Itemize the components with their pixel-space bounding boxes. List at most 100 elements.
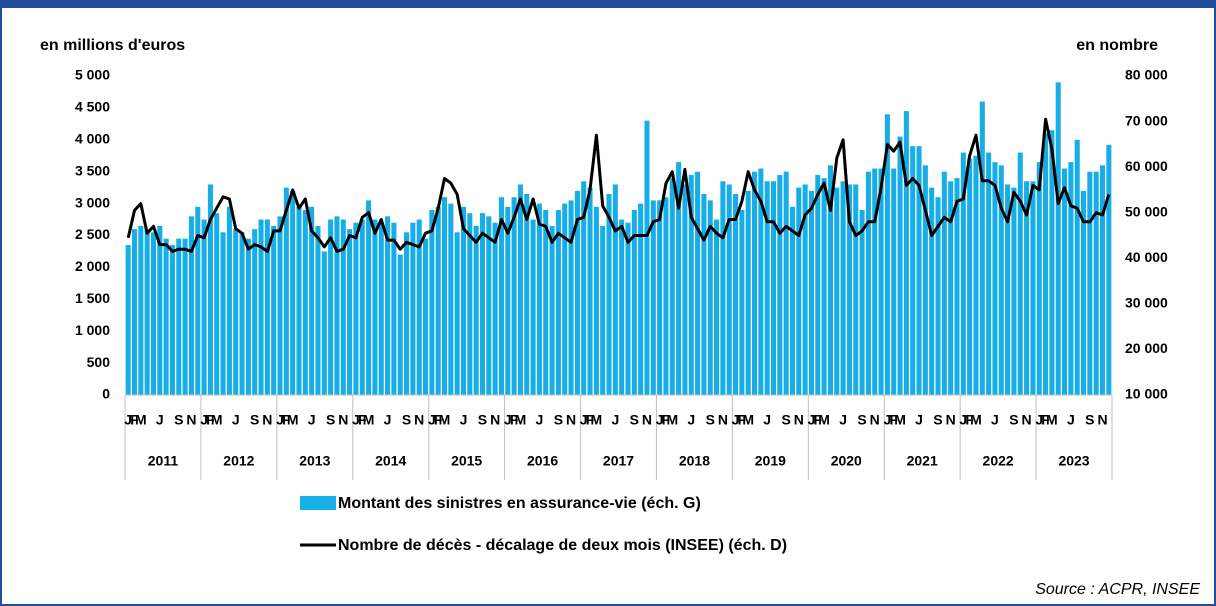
- x-tick-label: J: [232, 412, 240, 428]
- bar: [663, 197, 669, 395]
- bar: [960, 152, 966, 395]
- bar: [410, 222, 416, 395]
- bar: [511, 197, 517, 395]
- year-label: 2013: [299, 453, 330, 469]
- bar: [821, 178, 827, 395]
- bar: [884, 114, 890, 395]
- bar: [131, 229, 138, 395]
- year-label: 2022: [983, 453, 1014, 469]
- x-tick-label: J: [1067, 412, 1075, 428]
- x-tick-label: M: [211, 412, 223, 428]
- bar: [1024, 181, 1030, 395]
- bar: [714, 219, 720, 395]
- bar: [543, 209, 549, 395]
- bar: [979, 101, 985, 396]
- y-tick-label: 0: [102, 386, 110, 402]
- bar: [1080, 190, 1087, 395]
- year-label: 2020: [831, 453, 862, 469]
- bar: [593, 206, 599, 395]
- bar: [328, 219, 334, 395]
- bar: [758, 168, 764, 395]
- bar: [827, 165, 833, 395]
- y-tick-label: 3 000: [75, 194, 110, 210]
- bar: [872, 168, 878, 395]
- bar: [404, 232, 410, 395]
- bar: [606, 194, 612, 395]
- bar: [454, 232, 460, 395]
- x-tick-label: J: [200, 412, 208, 428]
- bar: [581, 181, 587, 395]
- bar: [638, 203, 644, 395]
- bar: [125, 245, 131, 395]
- x-tick-label: S: [250, 412, 259, 428]
- bar: [998, 165, 1004, 395]
- x-tick-label: F: [206, 412, 215, 428]
- bar: [777, 174, 783, 395]
- x-tick-label: N: [642, 412, 652, 428]
- y-tick-label: 4 000: [75, 131, 110, 147]
- bar: [492, 222, 498, 395]
- bar: [688, 174, 694, 395]
- y-tick-label: 1 000: [75, 322, 110, 338]
- bar: [1074, 139, 1080, 395]
- bar: [574, 190, 580, 395]
- bar: [366, 200, 372, 395]
- bar: [435, 206, 441, 395]
- legend-label: Montant des sinistres en assurance-vie (…: [338, 495, 701, 512]
- x-tick-label: J: [1035, 412, 1043, 428]
- x-tick-label: N: [794, 412, 804, 428]
- x-tick-label: M: [363, 412, 375, 428]
- year-label: 2015: [451, 453, 482, 469]
- bar: [1030, 181, 1036, 395]
- bar: [789, 206, 796, 395]
- bar: [397, 254, 403, 395]
- bar: [910, 146, 916, 395]
- bar: [846, 184, 852, 395]
- x-tick-label: S: [326, 412, 335, 428]
- x-tick-label: F: [130, 412, 139, 428]
- bar: [650, 200, 656, 395]
- x-tick-label: J: [504, 412, 512, 428]
- bar: [720, 181, 726, 395]
- bar: [878, 168, 884, 395]
- bar: [226, 206, 232, 395]
- bar: [460, 206, 467, 395]
- bar: [334, 216, 340, 395]
- x-tick-label: J: [883, 412, 891, 428]
- x-tick-label: F: [1041, 412, 1050, 428]
- x-tick-label: N: [414, 412, 424, 428]
- bar: [422, 238, 429, 395]
- bar: [283, 187, 289, 395]
- bar: [600, 225, 606, 395]
- bar: [144, 229, 150, 395]
- x-tick-label: F: [965, 412, 974, 428]
- bar: [568, 200, 574, 395]
- y2-tick-label: 40 000: [1125, 249, 1168, 265]
- bar: [353, 222, 359, 395]
- bar: [347, 229, 353, 395]
- bar: [245, 238, 251, 395]
- bar: [739, 209, 745, 395]
- x-tick-label: M: [287, 412, 299, 428]
- bar: [1106, 144, 1112, 395]
- bar: [859, 209, 865, 395]
- y-tick-label: 2 500: [75, 226, 110, 242]
- x-tick-label: M: [1046, 412, 1058, 428]
- x-tick-label: M: [742, 412, 754, 428]
- x-tick-label: F: [510, 412, 519, 428]
- bar: [239, 232, 245, 395]
- x-tick-label: M: [666, 412, 678, 428]
- x-tick-label: F: [662, 412, 671, 428]
- bar: [441, 197, 448, 395]
- x-tick-label: F: [889, 412, 898, 428]
- x-tick-label: N: [1097, 412, 1107, 428]
- bar: [252, 229, 258, 395]
- year-label: 2016: [527, 453, 558, 469]
- bar: [751, 171, 758, 395]
- x-tick-label: F: [358, 412, 367, 428]
- bar: [967, 158, 973, 395]
- x-tick-label: N: [186, 412, 196, 428]
- bar: [834, 187, 840, 395]
- line: [126, 117, 1111, 253]
- bar: [207, 184, 213, 395]
